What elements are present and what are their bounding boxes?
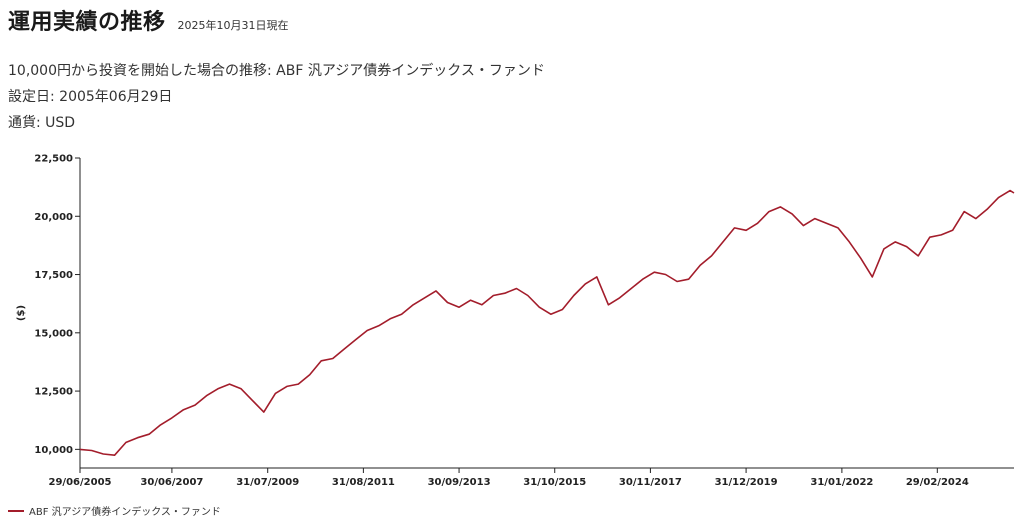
- page-title: 運用実績の推移: [8, 10, 166, 35]
- y-axis: 10,000 12,500 15,000 17,500 20,000 22,500: [34, 154, 81, 468]
- x-tick-label: 29/02/2024: [906, 477, 969, 488]
- header: 運用実績の推移 2025年10月31日現在: [8, 4, 289, 36]
- y-tick-label: 12,500: [34, 387, 73, 398]
- series-line-0: [79, 189, 1015, 456]
- x-tick-label: 31/07/2009: [236, 477, 299, 488]
- investment-description: 10,000円から投資を開始した場合の推移: ABF 汎アジア債券インデックス・…: [8, 63, 545, 79]
- x-tick-label: 30/09/2013: [428, 477, 491, 488]
- x-tick-label: 31/08/2011: [332, 477, 395, 488]
- x-tick-label: 29/06/2005: [49, 477, 112, 488]
- y-tick-label: 20,000: [34, 212, 73, 223]
- x-tick-label: 31/01/2022: [810, 477, 873, 488]
- x-axis: 29/06/2005 30/06/2007 31/07/2009 31/08/2011…: [49, 467, 1014, 488]
- x-tick-label: 30/11/2017: [619, 477, 682, 488]
- y-tick-label: 15,000: [34, 328, 73, 339]
- x-tick-label: 31/10/2015: [523, 477, 586, 488]
- currency: 通貨: USD: [8, 115, 76, 131]
- legend-swatch: [8, 509, 24, 512]
- y-tick-label: 22,500: [34, 154, 73, 165]
- y-axis-label: ($): [16, 305, 27, 321]
- as-of-date: 2025年10月31日現在: [177, 19, 289, 32]
- legend-label: ABF 汎アジア債券インデックス・ファンド: [29, 507, 221, 518]
- y-tick-label: 17,500: [34, 270, 73, 281]
- series-group: [79, 189, 1015, 456]
- inception-date: 設定日: 2005年06月29日: [8, 89, 173, 105]
- y-tick-label: 10,000: [34, 445, 73, 456]
- legend: ABF 汎アジア債券インデックス・ファンド: [8, 503, 221, 518]
- x-tick-label: 30/06/2007: [140, 477, 203, 488]
- x-tick-label: 31/12/2019: [715, 477, 778, 488]
